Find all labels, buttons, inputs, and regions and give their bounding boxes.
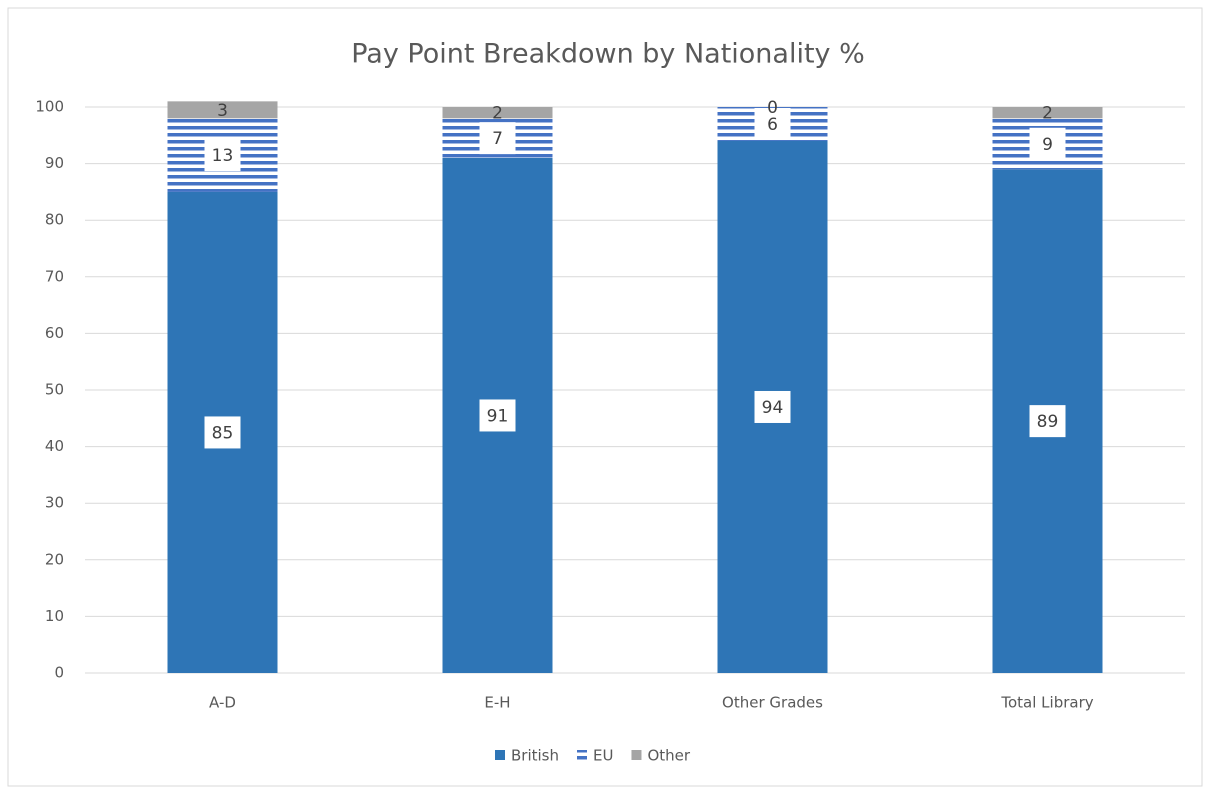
data-label: 13 — [212, 146, 234, 166]
data-label-box — [479, 122, 516, 155]
y-tick-label: 10 — [45, 607, 64, 625]
bar-segment — [992, 107, 1103, 119]
y-tick-label: 60 — [45, 324, 64, 342]
data-label: 85 — [212, 423, 234, 443]
data-label-box — [479, 399, 516, 432]
x-tick-label: Other Grades — [722, 694, 823, 712]
data-label: 7 — [492, 129, 503, 149]
legend-label: Other — [647, 747, 690, 765]
data-label-box — [754, 107, 791, 140]
y-tick-label: 40 — [45, 437, 64, 455]
y-tick-label: 100 — [35, 98, 64, 116]
y-tick-label: 70 — [45, 267, 64, 285]
y-tick-label: 20 — [45, 550, 64, 568]
y-tick-label: 90 — [45, 154, 64, 172]
data-label-box — [204, 416, 241, 449]
y-tick-label: 30 — [45, 494, 64, 512]
data-label: 2 — [1042, 104, 1053, 124]
y-tick-label: 0 — [54, 664, 64, 682]
data-label-box — [754, 390, 791, 423]
y-tick-label: 80 — [45, 211, 64, 229]
x-tick-label: A-D — [209, 694, 236, 712]
data-label-box — [204, 139, 241, 172]
legend-swatch — [577, 750, 587, 760]
bar-segment — [442, 107, 553, 119]
data-label: 9 — [1042, 135, 1053, 155]
legend-label: British — [511, 747, 559, 765]
chart-title: Pay Point Breakdown by Nationality % — [351, 39, 865, 70]
bar-segment — [167, 101, 278, 119]
legend-swatch — [631, 750, 642, 760]
data-label: 89 — [1037, 412, 1059, 432]
y-tick-label: 50 — [45, 381, 64, 399]
legend-label: EU — [593, 747, 613, 765]
x-tick-label: Total Library — [1000, 694, 1093, 712]
x-tick-label: E-H — [484, 694, 510, 712]
legend-swatch — [495, 750, 505, 760]
data-label: 2 — [492, 104, 503, 124]
data-label-box — [1029, 127, 1066, 160]
data-label: 0 — [767, 98, 778, 118]
data-label: 3 — [217, 101, 228, 121]
data-label: 91 — [487, 406, 509, 426]
data-label: 94 — [762, 398, 784, 418]
data-label: 6 — [767, 115, 778, 135]
data-label-box — [1029, 405, 1066, 438]
